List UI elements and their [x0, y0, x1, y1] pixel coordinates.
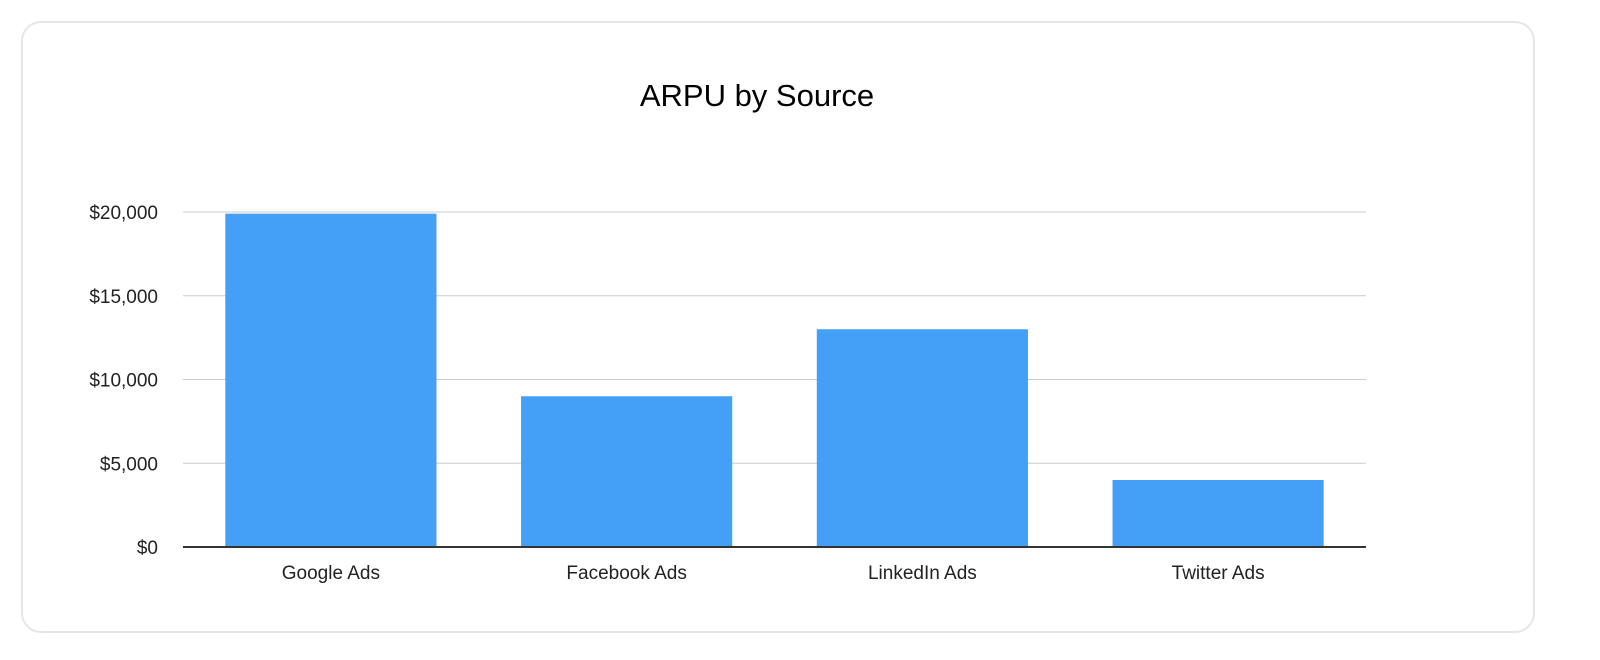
y-axis-ticks: $0 $5,000 $10,000 $15,000 $20,000	[89, 203, 158, 559]
y-tick-label: $15,000	[89, 287, 158, 308]
bar	[1112, 480, 1324, 547]
bar	[521, 396, 733, 547]
bar	[816, 329, 1028, 547]
x-tick-label: LinkedIn Ads	[868, 563, 977, 584]
x-tick-label: Google Ads	[282, 563, 380, 584]
y-tick-label: $5,000	[100, 454, 158, 475]
chart-title: ARPU by Source	[640, 78, 874, 113]
x-tick-label: Facebook Ads	[566, 563, 686, 584]
y-tick-label: $0	[137, 538, 158, 559]
bars	[225, 213, 1324, 548]
x-tick-label: Twitter Ads	[1172, 563, 1265, 584]
bar	[225, 213, 437, 548]
y-tick-label: $10,000	[89, 371, 158, 392]
x-axis-labels: Google Ads Facebook Ads LinkedIn Ads Twitte…	[282, 563, 1265, 584]
y-tick-label: $20,000	[89, 203, 158, 224]
